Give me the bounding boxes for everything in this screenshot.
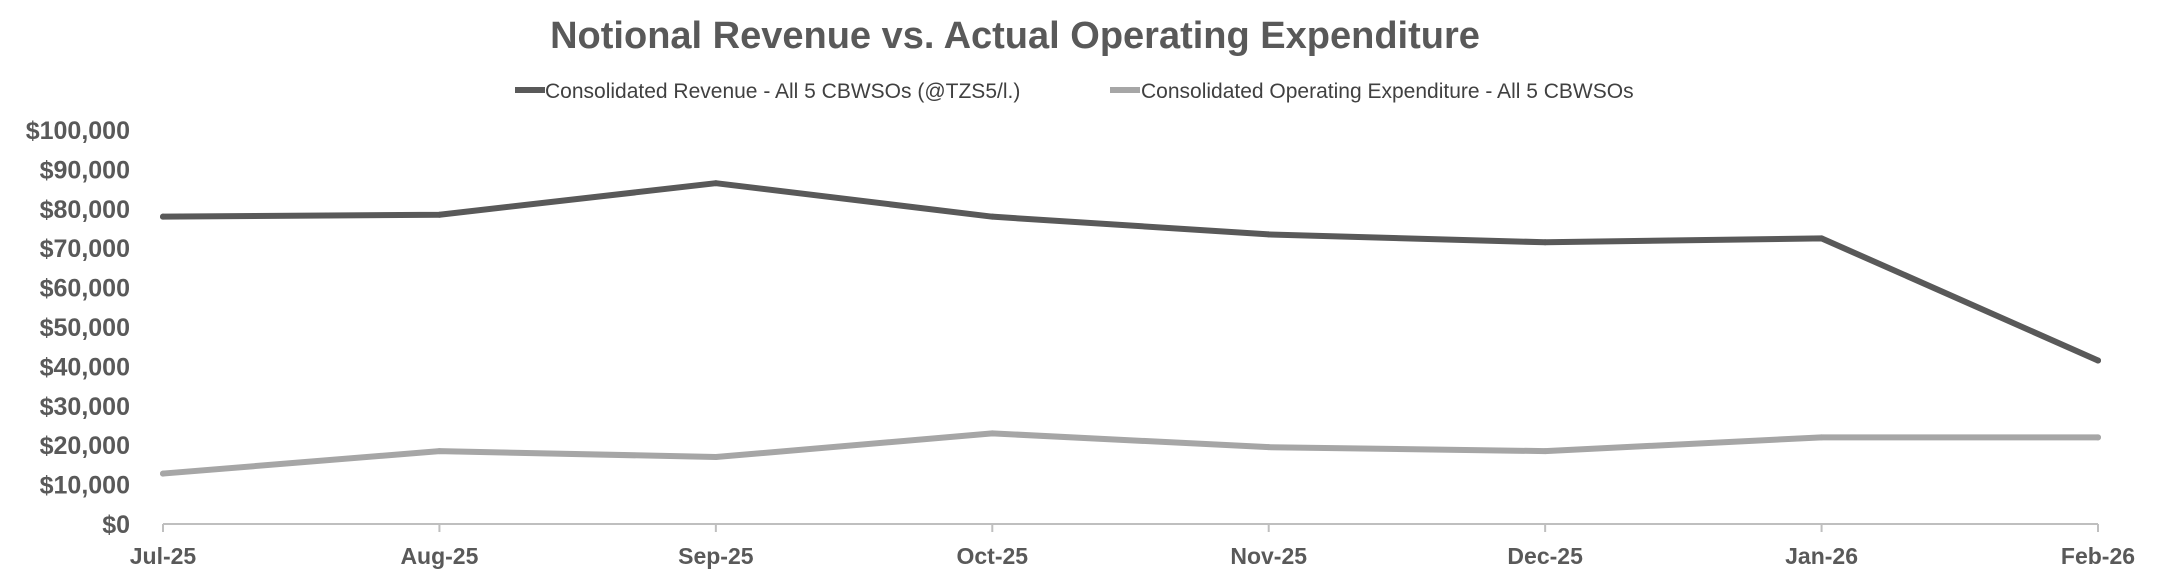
- x-tick-label: Oct-25: [956, 543, 1028, 569]
- y-tick-label: $10,000: [40, 472, 130, 500]
- y-tick-label: $80,000: [40, 196, 130, 224]
- data-point: [436, 448, 443, 455]
- y-tick-label: $0: [102, 511, 130, 539]
- data-point: [436, 211, 443, 218]
- series-lines: [160, 180, 2101, 477]
- y-tick-label: $90,000: [40, 156, 130, 184]
- x-tick-label: Dec-25: [1507, 543, 1583, 569]
- y-tick-label: $40,000: [40, 353, 130, 381]
- y-axis-ticks: $0 $10,000 $20,000 $30,000 $40,000 $50,000 $60…: [26, 117, 130, 539]
- data-point: [160, 213, 166, 220]
- data-point: [712, 180, 719, 187]
- data-point: [1818, 434, 1825, 441]
- chart-title: Notional Revenue vs. Actual Operating Ex…: [550, 15, 1480, 57]
- x-tick-label: Aug-25: [400, 543, 478, 569]
- data-point: [1542, 239, 1549, 246]
- y-tick-label: $50,000: [40, 314, 130, 342]
- data-point: [1542, 448, 1549, 455]
- y-tick-label: $60,000: [40, 275, 130, 303]
- data-point: [1265, 444, 1272, 451]
- x-tick-label: Feb-26: [2061, 543, 2135, 569]
- x-tick-label: Jan-26: [1785, 543, 1858, 569]
- data-point: [160, 470, 166, 477]
- legend-label-revenue: Consolidated Revenue - All 5 CBWSOs (@TZ…: [545, 80, 1020, 103]
- y-tick-label: $20,000: [40, 432, 130, 460]
- y-tick-label: $70,000: [40, 235, 130, 263]
- data-point: [712, 454, 719, 461]
- x-tick-label: Nov-25: [1230, 543, 1307, 569]
- data-point: [2095, 434, 2101, 441]
- x-axis-ticks: Jul-25 Aug-25 Sep-25 Oct-25 Nov-25 Dec-25 Jan-…: [130, 524, 2135, 569]
- data-point: [989, 213, 996, 220]
- y-tick-label: $30,000: [40, 393, 130, 421]
- data-point: [2095, 357, 2101, 364]
- series-line-expenditure: [160, 430, 2101, 477]
- y-tick-label: $100,000: [26, 117, 130, 145]
- series-line-revenue: [160, 180, 2101, 364]
- data-point: [1265, 231, 1272, 238]
- legend: Consolidated Revenue - All 5 CBWSOs (@TZ…: [515, 80, 1634, 103]
- x-tick-label: Jul-25: [130, 543, 197, 569]
- legend-label-expenditure: Consolidated Operating Expenditure - All…: [1141, 80, 1634, 103]
- data-point: [1818, 235, 1825, 242]
- data-point: [989, 430, 996, 437]
- x-tick-label: Sep-25: [678, 543, 754, 569]
